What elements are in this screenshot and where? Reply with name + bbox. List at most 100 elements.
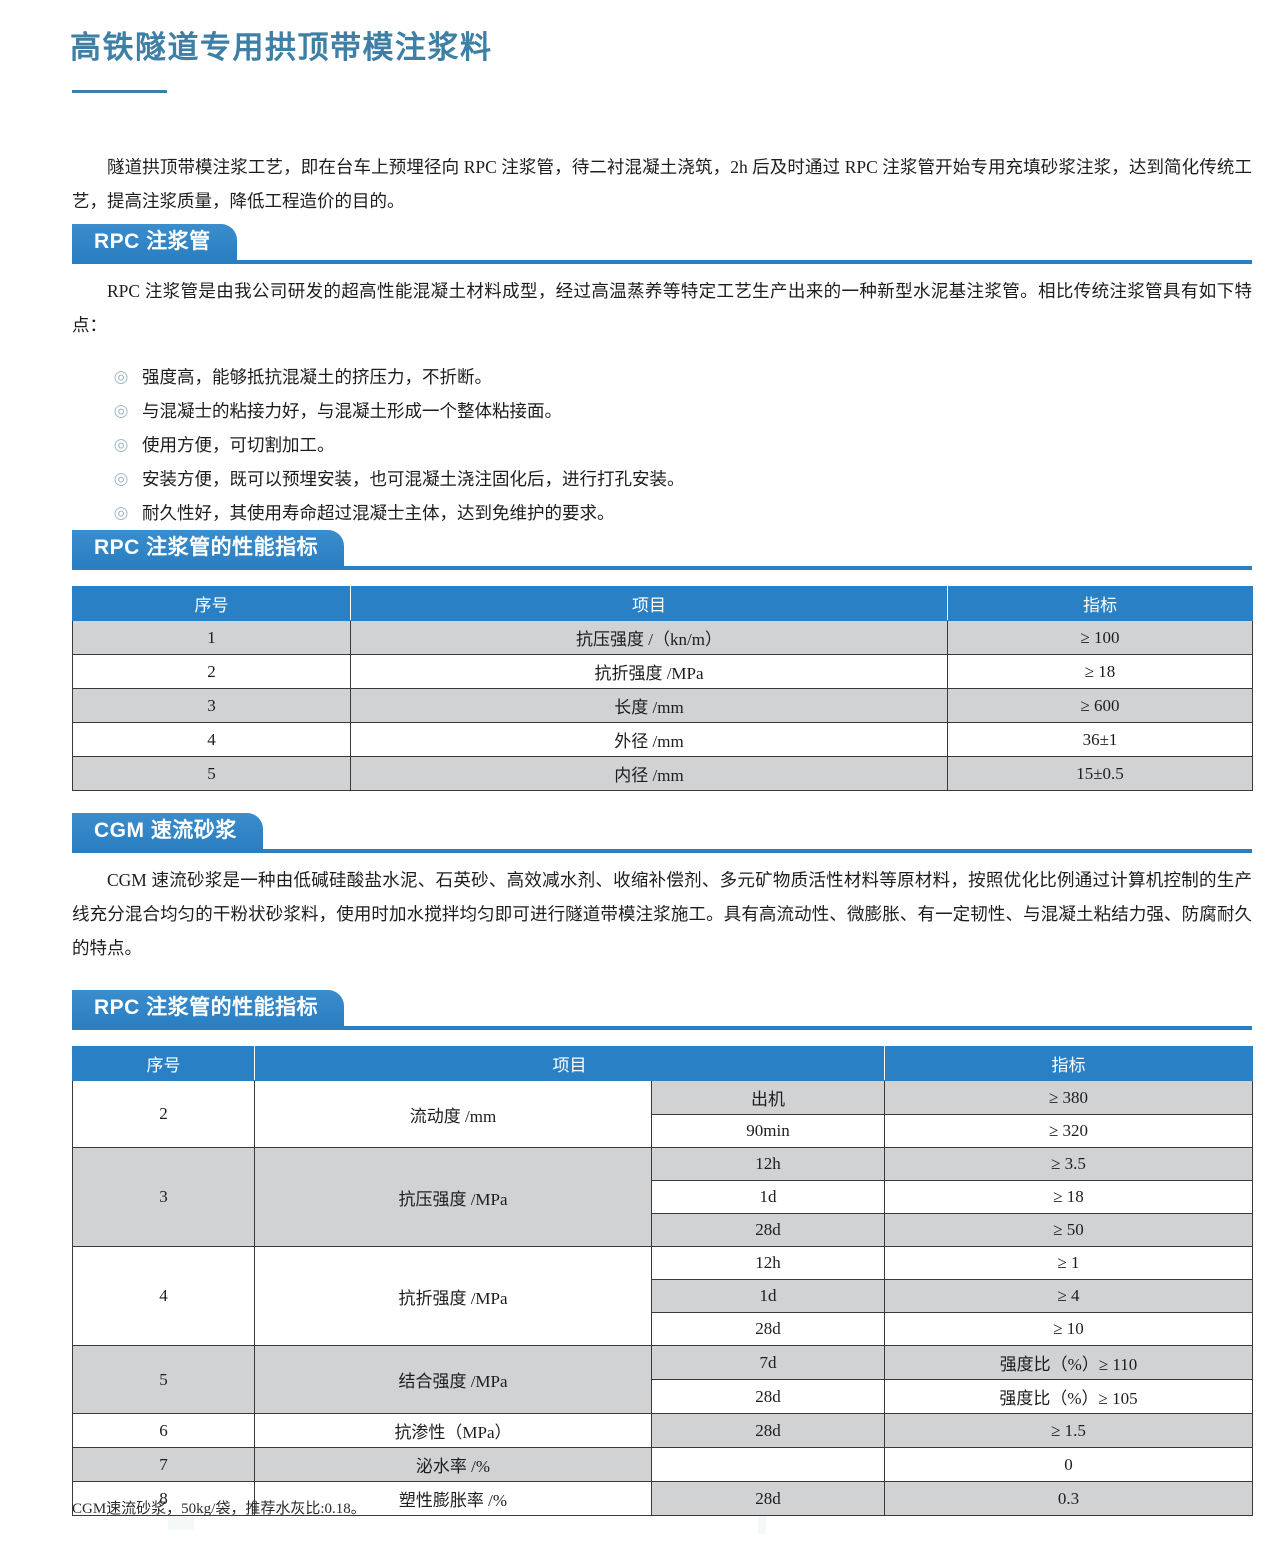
cell-item: 塑性膨胀率 /%	[254, 1481, 652, 1516]
column-header-item: 项目	[254, 1046, 885, 1081]
cell-item: 外径 /mm	[350, 722, 948, 757]
column-header-value: 指标	[947, 586, 1253, 621]
cell-no: 3	[72, 1147, 255, 1247]
list-item-label: 耐久性好，其使用寿命超过混凝士主体，达到免维护的要求。	[142, 502, 615, 523]
list-item: ◎ 耐久性好，其使用寿命超过混凝士主体，达到免维护的要求。	[112, 496, 1252, 530]
table-row: 3 长度 /mm ≥ 600	[72, 688, 1253, 723]
table-row: 1 抗压强度 /（kn/m） ≥ 100	[72, 620, 1253, 655]
cell-no: 2	[72, 1080, 255, 1148]
section-banner-wrap: RPC 注浆管的性能指标	[72, 990, 1252, 1030]
banner-underline	[72, 849, 1252, 853]
table-row: 4 抗折强度 /MPa 12h ≥ 1	[72, 1246, 1253, 1346]
cell-value: ≥ 10	[884, 1312, 1253, 1346]
column-header-no: 序号	[72, 1046, 255, 1081]
cell-value: 15±0.5	[947, 756, 1253, 791]
banner-underline	[72, 566, 1252, 570]
table-row: 3 抗压强度 /MPa 12h ≥ 3.5	[72, 1147, 1253, 1247]
table-row: 28d ≥ 10	[73, 1312, 1253, 1346]
rpc-spec-table-body: 1 抗压强度 /（kn/m） ≥ 100 2 抗折强度 /MPa ≥ 18 3 …	[72, 620, 1253, 791]
cell-value: ≥ 1	[884, 1246, 1253, 1280]
cell-value: ≥ 50	[884, 1213, 1253, 1247]
cell-value: 36±1	[947, 722, 1253, 757]
cell-item: 抗渗性（MPa）	[254, 1413, 652, 1448]
table-row: 90min ≥ 320	[73, 1114, 1253, 1148]
double-circle-icon: ◎	[113, 468, 129, 488]
cell-age: 28d	[651, 1413, 885, 1448]
page-title: 高铁隧道专用拱顶带模注浆料	[70, 30, 493, 65]
cell-value: ≥ 600	[947, 688, 1253, 723]
table-row: 2 抗折强度 /MPa ≥ 18	[72, 654, 1253, 689]
cell-no: 7	[72, 1447, 255, 1482]
cell-no: 4	[72, 1246, 255, 1346]
cell-no: 6	[72, 1413, 255, 1448]
cell-no: 2	[72, 654, 351, 689]
cell-age: 90min	[651, 1114, 885, 1148]
list-item-label: 强度高，能够抵抗混凝土的挤压力，不折断。	[142, 366, 492, 387]
cell-no: 3	[72, 688, 351, 723]
cell-value: ≥ 100	[947, 620, 1253, 655]
table-row: 2 流动度 /mm 出机 ≥ 380	[72, 1080, 1253, 1148]
section-banner-wrap: RPC 注浆管	[72, 224, 1252, 264]
section-banner-cgm-spec: RPC 注浆管的性能指标	[72, 990, 345, 1026]
cell-age: 7d	[651, 1345, 885, 1380]
double-circle-icon: ◎	[113, 434, 129, 454]
cgm-spec-table-body: 2 流动度 /mm 出机 ≥ 380 90min ≥ 320 3 抗压强度 /M…	[72, 1080, 1253, 1516]
rpc-pipe-feature-list: ◎ 强度高，能够抵抗混凝土的挤压力，不折断。 ◎ 与混凝士的粘接力好，与混凝土形…	[72, 360, 1252, 530]
title-underline	[72, 90, 167, 93]
cell-item: 结合强度 /MPa	[254, 1345, 652, 1414]
cell-item: 抗折强度 /MPa	[350, 654, 948, 689]
cell-age: 28d	[651, 1379, 885, 1414]
cell-value: ≥ 18	[884, 1180, 1253, 1214]
section-cgm-spec: RPC 注浆管的性能指标 序号 项目 指标 2	[72, 990, 1253, 1516]
table-row: 5 内径 /mm 15±0.5	[72, 756, 1253, 791]
section-banner-cgm: CGM 速流砂浆	[72, 813, 263, 849]
cell-value: ≥ 380	[884, 1080, 1253, 1115]
cell-item: 内径 /mm	[350, 756, 948, 791]
list-item-label: 与混凝士的粘接力好，与混凝土形成一个整体粘接面。	[142, 400, 562, 421]
table-row: 28d 强度比（%）≥ 105	[73, 1379, 1253, 1414]
section-rpc-spec: RPC 注浆管的性能指标 序号 项目 指标 1 抗压强度 /（kn/m）	[72, 530, 1253, 791]
cell-age	[651, 1447, 885, 1482]
cell-no: 5	[72, 756, 351, 791]
cell-value: 强度比（%）≥ 110	[884, 1345, 1253, 1380]
cell-age: 出机	[651, 1080, 885, 1115]
cell-age: 12h	[651, 1246, 885, 1280]
cell-age: 12h	[651, 1147, 885, 1181]
table-row: 4 外径 /mm 36±1	[72, 722, 1253, 757]
table-header-row: 序号 项目 指标	[72, 586, 1253, 621]
double-circle-icon: ◎	[113, 366, 129, 386]
list-item-label: 安装方便，既可以预埋安装，也可混凝土浇注固化后，进行打孔安装。	[142, 468, 685, 489]
rpc-spec-table: 序号 项目 指标 1 抗压强度 /（kn/m） ≥ 100 2 抗折强度 /MP…	[72, 586, 1253, 791]
section-banner-wrap: CGM 速流砂浆	[72, 813, 1252, 853]
rpc-pipe-paragraph: RPC 注浆管是由我公司研发的超高性能混凝土材料成型，经过高温蒸养等特定工艺生产…	[72, 281, 1252, 335]
cell-value: ≥ 4	[884, 1279, 1253, 1313]
cell-age: 28d	[651, 1213, 885, 1247]
list-item: ◎ 使用方便，可切割加工。	[112, 428, 1252, 462]
cell-item: 泌水率 /%	[254, 1447, 652, 1482]
list-item: ◎ 与混凝士的粘接力好，与混凝土形成一个整体粘接面。	[112, 394, 1252, 428]
table-row: 6 抗渗性（MPa） 28d ≥ 1.5	[72, 1413, 1253, 1448]
table-row: 28d ≥ 50	[73, 1213, 1253, 1247]
section-banner-rpc-pipe: RPC 注浆管	[72, 224, 237, 260]
section-banner-rpc-spec: RPC 注浆管的性能指标	[72, 530, 345, 566]
intro-paragraph: 隧道拱顶带模注浆工艺，即在台车上预埋径向 RPC 注浆管，待二衬混凝土浇筑，2h…	[72, 156, 1252, 211]
cell-value: 0	[884, 1447, 1253, 1482]
cell-no: 4	[72, 722, 351, 757]
table-row: 8 塑性膨胀率 /% 28d 0.3	[72, 1481, 1253, 1516]
column-header-item: 项目	[350, 586, 948, 621]
cell-no: 1	[72, 620, 351, 655]
section-rpc-pipe: RPC 注浆管 RPC 注浆管是由我公司研发的超高性能混凝土材料成型，经过高温蒸…	[72, 224, 1252, 530]
column-header-no: 序号	[72, 586, 351, 621]
list-item-label: 使用方便，可切割加工。	[142, 434, 335, 455]
cell-age: 1d	[651, 1279, 885, 1313]
cell-no: 5	[72, 1345, 255, 1414]
cell-no: 8	[72, 1481, 255, 1516]
cell-item: 抗压强度 /MPa	[254, 1147, 652, 1247]
list-item: ◎ 安装方便，既可以预埋安装，也可混凝土浇注固化后，进行打孔安装。	[112, 462, 1252, 496]
double-circle-icon: ◎	[113, 502, 129, 522]
cell-value: 0.3	[884, 1481, 1253, 1516]
column-header-value: 指标	[884, 1046, 1253, 1081]
double-circle-icon: ◎	[113, 400, 129, 420]
cell-value: ≥ 3.5	[884, 1147, 1253, 1181]
